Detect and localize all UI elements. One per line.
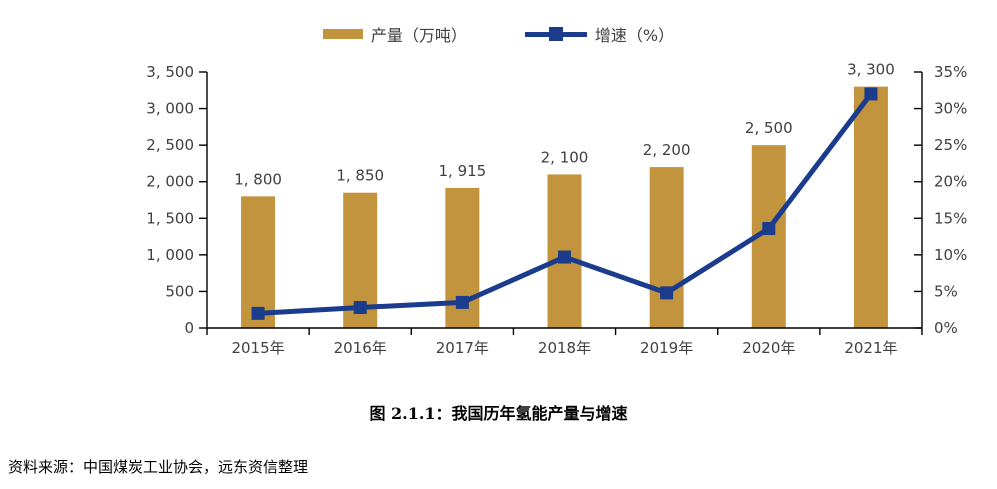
bar xyxy=(241,196,276,328)
right-axis-tick-label: 20% xyxy=(934,173,967,191)
x-axis-label: 2018年 xyxy=(538,339,591,357)
right-axis-tick-label: 35% xyxy=(934,63,967,81)
legend-bar-swatch xyxy=(322,29,363,39)
right-axis-tick-label: 0% xyxy=(934,319,958,337)
left-axis-tick-label: 3, 500 xyxy=(146,63,194,81)
growth-line-marker xyxy=(558,250,571,264)
figure-title: 图 2.1.1：我国历年氢能产量与增速 xyxy=(369,404,628,423)
bar-value-label: 3, 300 xyxy=(847,61,895,79)
bar-value-label: 1, 850 xyxy=(336,167,384,185)
legend-item-production: 产量（万吨） xyxy=(322,22,467,46)
x-axis-label: 2017年 xyxy=(436,339,489,357)
left-axis-tick-label: 500 xyxy=(165,282,194,300)
legend-line-swatch xyxy=(524,27,587,41)
x-axis-label: 2016年 xyxy=(334,339,387,357)
x-axis-label: 2019年 xyxy=(640,339,693,357)
bar-value-label: 1, 915 xyxy=(438,162,486,180)
legend-line-label: 增速（%） xyxy=(594,26,675,45)
right-axis-tick-label: 30% xyxy=(934,100,967,118)
right-axis-tick-label: 25% xyxy=(934,136,967,154)
left-axis-tick-label: 3, 000 xyxy=(146,100,194,118)
legend-line-marker xyxy=(548,27,563,41)
bar-value-label: 2, 200 xyxy=(643,141,691,159)
right-axis-tick-label: 5% xyxy=(934,282,958,300)
growth-line-marker xyxy=(762,222,776,236)
left-axis-tick-label: 0 xyxy=(184,319,194,337)
x-axis-label: 2015年 xyxy=(231,339,284,357)
growth-line-marker xyxy=(353,301,367,315)
legend: 产量（万吨） 增速（%） xyxy=(0,22,997,46)
bar-value-label: 2, 100 xyxy=(541,148,589,166)
bar-value-label: 2, 500 xyxy=(745,119,793,137)
growth-line-marker xyxy=(455,295,469,309)
right-axis-tick-label: 10% xyxy=(934,246,967,264)
x-axis-label: 2020年 xyxy=(742,339,795,357)
left-axis-tick-label: 1, 500 xyxy=(146,209,194,227)
right-axis-tick-label: 15% xyxy=(934,209,967,227)
bar xyxy=(649,167,684,328)
left-axis-tick-label: 2, 000 xyxy=(146,173,194,191)
growth-line-marker xyxy=(660,286,674,300)
legend-bar-label: 产量（万吨） xyxy=(370,26,467,45)
legend-item-growth: 增速（%） xyxy=(524,22,675,46)
bar xyxy=(853,86,888,328)
x-axis-label: 2021年 xyxy=(844,339,897,357)
growth-line-marker xyxy=(251,306,265,320)
left-axis-tick-label: 2, 500 xyxy=(146,136,194,154)
bar-value-label: 1, 800 xyxy=(234,170,282,188)
growth-line-marker xyxy=(864,87,878,101)
left-axis-tick-label: 1, 000 xyxy=(146,246,194,264)
source-note: 资料来源：中国煤炭工业协会，远东资信整理 xyxy=(8,458,309,476)
